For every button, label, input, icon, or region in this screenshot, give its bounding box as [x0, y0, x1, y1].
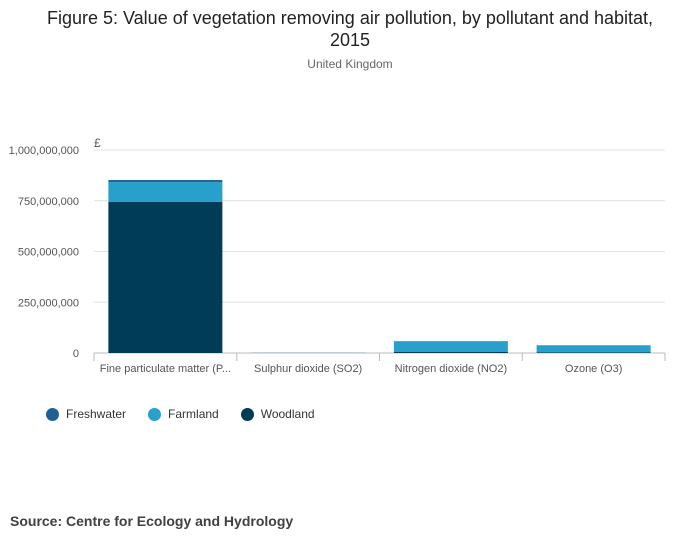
chart-title: Figure 5: Value of vegetation removing a… [46, 8, 654, 50]
bar-freshwater[interactable] [108, 180, 223, 183]
y-tick-label: 0 [73, 348, 79, 360]
legend-label-woodland: Woodland [260, 407, 315, 421]
legend-label-freshwater: Freshwater [66, 407, 127, 421]
legend-swatch-woodland [240, 407, 254, 421]
x-tick-label: Sulphur dioxide (SO2) [254, 363, 362, 375]
x-tick-label: Fine particulate matter (P... [100, 363, 231, 375]
legend-item-farmland[interactable]: Farmland [148, 407, 219, 421]
y-tick-label: 1,000,000,000 [9, 145, 79, 157]
bar-woodland[interactable] [536, 352, 651, 353]
chart-legend: Freshwater Farmland Woodland [46, 407, 337, 421]
bar-farmland[interactable] [536, 345, 651, 353]
bar-farmland[interactable] [393, 341, 508, 352]
source-note: Source: Centre for Ecology and Hydrology [10, 513, 294, 529]
legend-swatch-freshwater [46, 407, 59, 421]
y-tick-label: 500,000,000 [18, 247, 79, 259]
bar-farmland[interactable] [108, 182, 223, 202]
legend-label-farmland: Farmland [168, 407, 219, 421]
bar-woodland[interactable] [393, 351, 508, 353]
y-tick-label: 750,000,000 [18, 196, 79, 208]
bar-woodland[interactable] [108, 201, 223, 353]
legend-swatch-farmland [148, 407, 162, 421]
legend-item-freshwater[interactable]: Freshwater [46, 407, 126, 421]
y-tick-label: 250,000,000 [18, 297, 79, 309]
bar-chart: 0 250,000,000 500,000,000 750,000,000 1,000,… [9, 136, 666, 375]
x-tick-label: Ozone (O3) [565, 363, 622, 375]
x-tick-label: Nitrogen dioxide (NO2) [395, 363, 508, 375]
y-axis-label: £ [94, 136, 101, 150]
chart-subtitle: United Kingdom [307, 57, 393, 71]
legend-item-woodland[interactable]: Woodland [240, 407, 315, 421]
